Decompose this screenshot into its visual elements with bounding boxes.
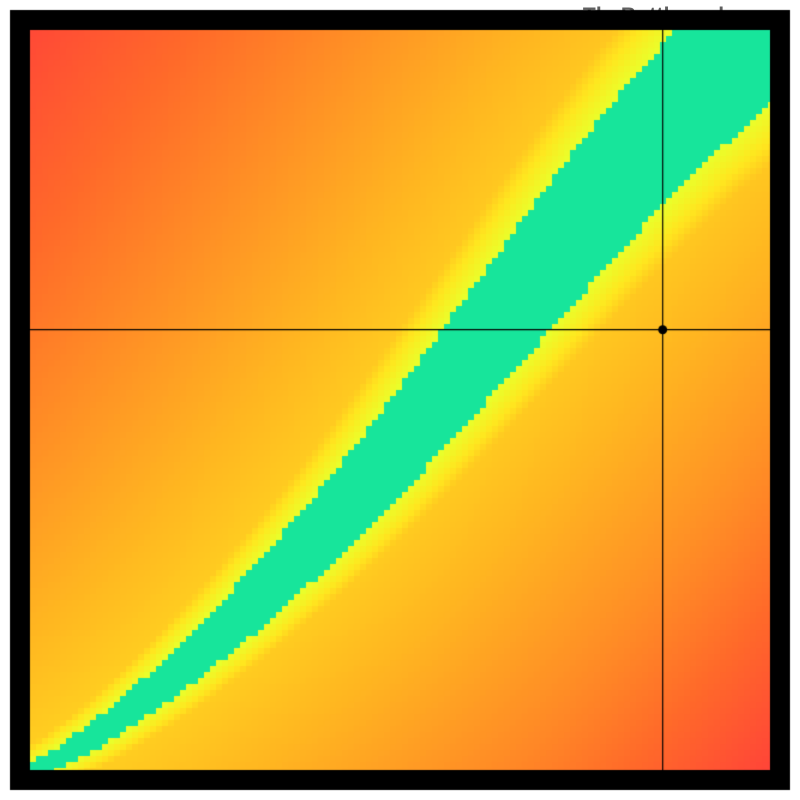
heatmap-canvas	[0, 0, 800, 800]
chart-container: TheBottleneck.com	[0, 0, 800, 800]
